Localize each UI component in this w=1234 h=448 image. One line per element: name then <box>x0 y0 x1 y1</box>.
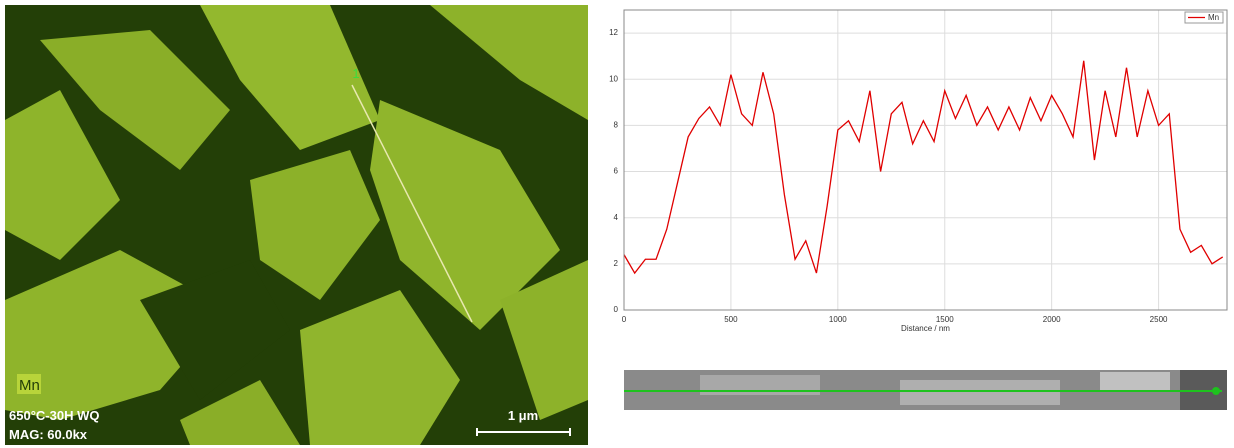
line-label: 1 <box>352 66 359 81</box>
x-tick-label: 1500 <box>936 315 954 324</box>
data-line <box>623 60 1224 275</box>
x-tick-label: 2500 <box>1150 315 1168 324</box>
x-tick-label: 2000 <box>1043 315 1061 324</box>
y-tick-label: 6 <box>614 167 619 176</box>
image-strip <box>624 370 1227 410</box>
plot-frame <box>623 9 1228 311</box>
sample-label: 650°C-30H WQ <box>9 408 99 423</box>
line-profile: 0 2 4 6 8 10 12 0 500 1000 1500 2000 2500 Distance / … <box>609 9 1228 333</box>
y-tick-label: 2 <box>614 259 619 268</box>
mag-label: MAG: 60.0kx <box>9 427 88 442</box>
eds-map: 1 Mn 650°C-30H WQ MAG: 60.0kx 1 μm <box>5 5 588 445</box>
y-tick-label: 0 <box>614 305 619 314</box>
y-tick-label: 4 <box>614 213 619 222</box>
x-axis-label: Distance / nm <box>901 324 950 333</box>
element-label: Mn <box>19 377 40 394</box>
x-tick-label: 500 <box>724 315 738 324</box>
x-tick-label: 1000 <box>829 315 847 324</box>
x-tick-label: 0 <box>622 315 627 324</box>
y-tick-label: 10 <box>609 74 618 83</box>
y-tick-label: 8 <box>614 120 619 129</box>
plot-area <box>623 9 1228 311</box>
legend-label: Mn <box>1208 13 1219 22</box>
y-tick-label: 12 <box>609 28 618 37</box>
scale-bar-label: 1 μm <box>508 408 538 423</box>
